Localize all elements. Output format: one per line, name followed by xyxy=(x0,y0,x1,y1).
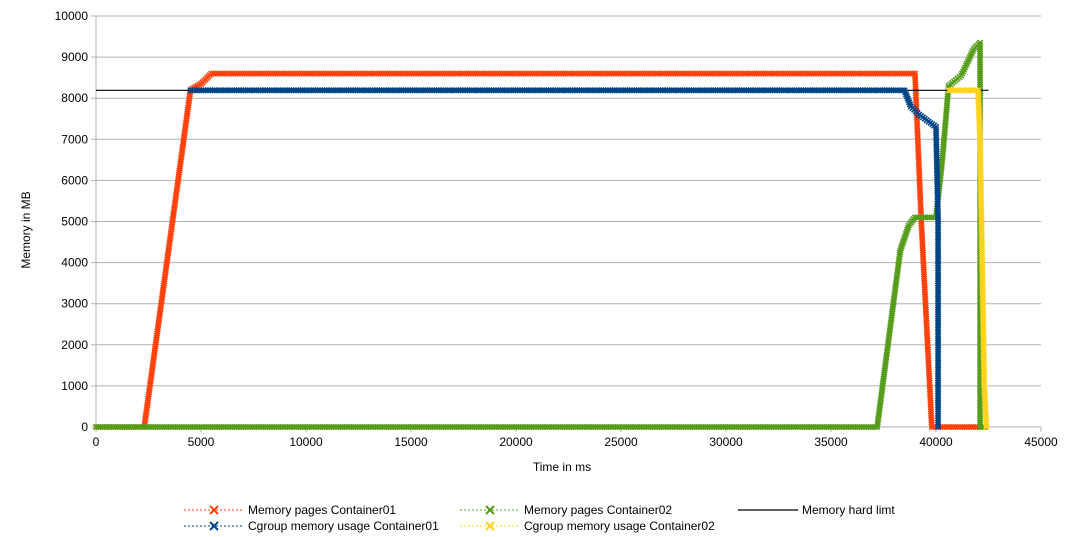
x-axis-ticks: 0 5000 10000 15000 20000 25000 30000 35000 40000… xyxy=(93,427,1058,449)
x-tick-label: 25000 xyxy=(604,435,638,449)
series-cgroup-memory-usage-container01 xyxy=(187,87,942,431)
gridlines xyxy=(95,15,1041,432)
x-tick-label: 30000 xyxy=(709,435,743,449)
x-tick-label: 35000 xyxy=(814,435,848,449)
plot-area xyxy=(92,39,990,431)
x-tick-label: 5000 xyxy=(188,435,215,449)
x-tick-label: 15000 xyxy=(394,435,428,449)
y-tick-label: 10000 xyxy=(55,9,89,23)
y-tick-label: 6000 xyxy=(61,173,88,187)
y-tick-label: 1000 xyxy=(61,379,88,393)
y-tick-label: 4000 xyxy=(61,256,88,270)
x-tick-label: 0 xyxy=(93,435,100,449)
y-axis-ticks: 0 1000 2000 3000 4000 5000 6000 7000 8000 9000 100… xyxy=(55,9,96,434)
y-tick-label: 9000 xyxy=(61,50,88,64)
y-tick-label: 8000 xyxy=(61,91,88,105)
y-tick-label: 7000 xyxy=(61,132,88,146)
y-tick-label: 0 xyxy=(81,420,88,434)
x-tick-label: 10000 xyxy=(289,435,323,449)
x-tick-label: 45000 xyxy=(1024,435,1058,449)
y-tick-label: 3000 xyxy=(61,297,88,311)
y-tick-label: 5000 xyxy=(61,215,88,229)
y-tick-label: 2000 xyxy=(61,338,88,352)
x-tick-label: 20000 xyxy=(499,435,533,449)
x-tick-label: 40000 xyxy=(919,435,953,449)
